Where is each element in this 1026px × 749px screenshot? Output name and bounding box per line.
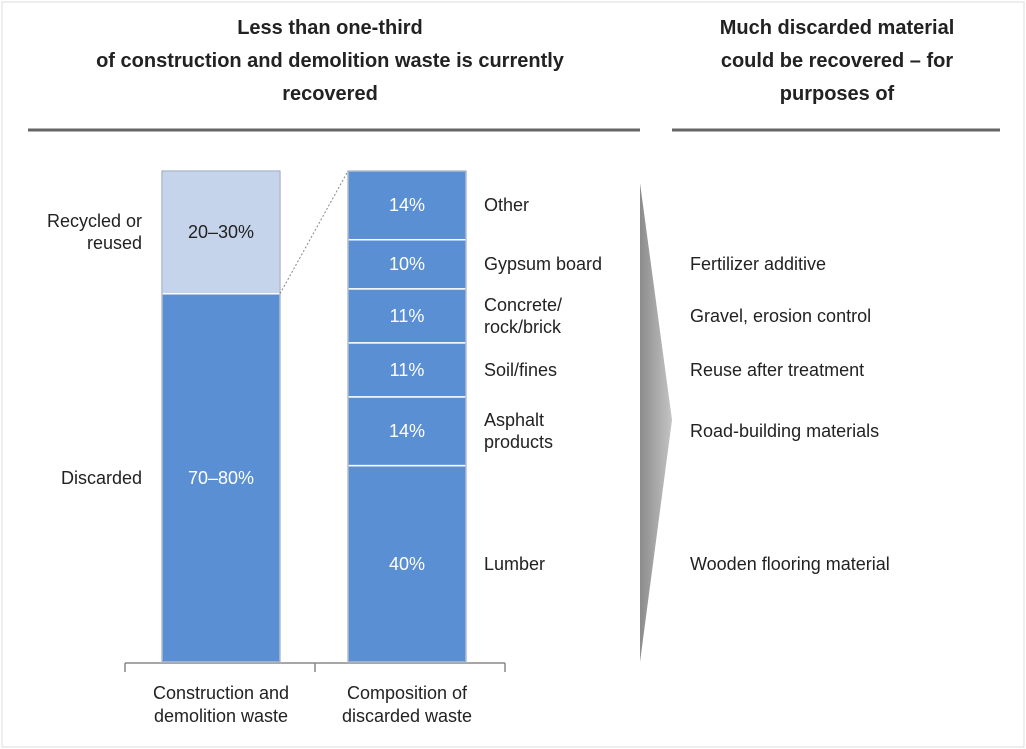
x-tick-label: Construction and demolition waste xyxy=(152,683,290,726)
value-label: 40% xyxy=(388,553,426,574)
value-label: 11% xyxy=(389,305,425,326)
heading: Much discarded material could be recover… xyxy=(719,17,955,105)
x-tick-label: Composition of discarded waste xyxy=(341,683,473,726)
segment-name: Concrete/ rock/brick xyxy=(484,294,563,337)
bar-segment xyxy=(347,170,467,241)
value-label: 70–80% xyxy=(187,467,255,488)
value-label: 14% xyxy=(388,195,426,216)
use-label: Fertilizer additive xyxy=(690,254,827,275)
bar-outline xyxy=(161,170,281,663)
value-label: 10% xyxy=(388,254,426,275)
segment-name: Soil/fines xyxy=(484,359,558,380)
value-label: 20–30% xyxy=(187,222,255,243)
heading: Less than one-third of construction and … xyxy=(96,17,564,105)
segment-name: Other xyxy=(484,195,530,216)
arrow xyxy=(640,183,672,662)
use-label: Road-building materials xyxy=(690,421,880,442)
use-label: Wooden flooring material xyxy=(690,553,890,574)
bar-segment xyxy=(161,170,281,295)
segment-name: Asphalt products xyxy=(484,410,554,453)
value-label: 11% xyxy=(389,359,425,380)
bar-outline xyxy=(347,170,467,663)
value-label: 14% xyxy=(388,421,426,442)
segment-name: Lumber xyxy=(484,553,546,574)
connector xyxy=(279,170,349,294)
bar-segment xyxy=(347,396,467,467)
use-label: Reuse after treatment xyxy=(690,359,865,380)
segment-name: Recycled or reused xyxy=(46,211,142,254)
use-label: Gravel, erosion control xyxy=(690,305,872,326)
segment-name: Discarded xyxy=(60,467,142,488)
segment-name: Gypsum board xyxy=(484,254,603,275)
